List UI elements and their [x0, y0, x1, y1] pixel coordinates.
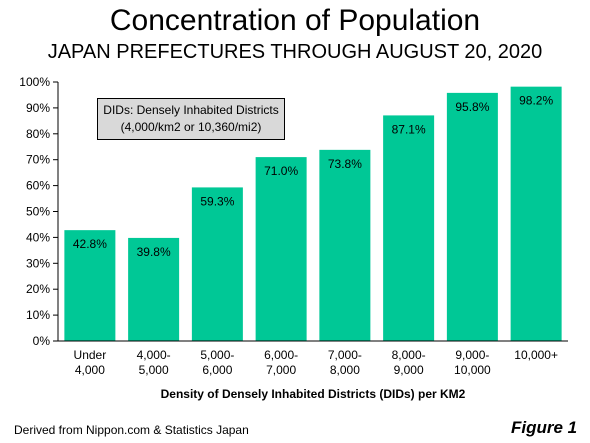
- x-tick-label-line: 6,000-: [264, 348, 298, 362]
- source-note: Derived from Nippon.com & Statistics Jap…: [14, 423, 249, 437]
- bar-data-label: 87.1%: [392, 122, 426, 136]
- x-tick-label: 6,000-7,000: [264, 348, 298, 377]
- x-tick-label-line: 8,000-: [392, 348, 426, 362]
- y-tick-label: 60%: [26, 179, 50, 193]
- bar: [446, 92, 498, 342]
- y-tick-label: 40%: [26, 230, 50, 244]
- bar-data-label: 39.8%: [137, 245, 171, 259]
- x-tick-label-line: Under: [74, 348, 107, 362]
- bar: [319, 149, 371, 341]
- x-tick-label-line: 4,000-: [137, 348, 171, 362]
- bar-data-label: 59.3%: [200, 194, 234, 208]
- bar-data-label: 71.0%: [264, 164, 298, 178]
- x-tick-label: 8,000-9,000: [392, 348, 426, 377]
- bar: [383, 115, 435, 341]
- bar: [510, 86, 562, 341]
- x-tick-label-line: 5,000: [139, 363, 169, 377]
- bar-data-label: 98.2%: [519, 94, 553, 108]
- y-tick-label: 80%: [26, 127, 50, 141]
- x-tick-label-line: 10,000+: [514, 348, 558, 362]
- x-tick-label-line: 5,000-: [200, 348, 234, 362]
- figure-label: Figure 1: [511, 418, 578, 437]
- y-tick-label: 0%: [33, 334, 51, 348]
- bar-data-label: 73.8%: [328, 157, 362, 171]
- x-tick-label-line: 6,000: [202, 363, 232, 377]
- x-tick-label-line: 4,000: [75, 363, 105, 377]
- did-definition-box: DIDs: Densely Inhabited Districts (4,000…: [97, 98, 285, 140]
- x-axis: Under 4,0004,000-5,0005,000-6,0006,000-7,…: [58, 340, 568, 377]
- y-tick-label: 30%: [26, 256, 50, 270]
- x-axis-title: Density of Densely Inhabited Districts (…: [161, 387, 466, 401]
- y-tick-label: 70%: [26, 153, 50, 167]
- x-tick-label: 9,000-10,000: [454, 348, 491, 377]
- x-tick-label: 10,000+: [514, 348, 558, 362]
- bars: 42.8% 39.8% 59.3% 71.0% 73.8% 87.1% 95.8% 98.2%: [64, 86, 562, 342]
- bar: [64, 230, 116, 341]
- y-tick-label: 100%: [19, 75, 50, 89]
- x-tick-label-line: 9,000: [394, 363, 424, 377]
- y-tick-label: 20%: [26, 282, 50, 296]
- x-tick-label-line: 8,000: [330, 363, 360, 377]
- bar-data-label: 95.8%: [455, 100, 489, 114]
- did-definition-line1: DIDs: Densely Inhabited Districts: [103, 103, 279, 117]
- did-definition-line2: (4,000/km2 or 10,360/mi2): [120, 120, 262, 134]
- x-tick-label-line: 10,000: [454, 363, 491, 377]
- bar: [191, 187, 243, 341]
- y-axis: 0% 10% 20% 30% 40% 50% 60% 70% 80% 90% 100%: [19, 75, 59, 348]
- x-tick-label: Under 4,000: [74, 348, 107, 377]
- bar: [128, 237, 180, 341]
- chart-title: Concentration of Population: [109, 4, 481, 37]
- x-tick-label-line: 7,000: [266, 363, 296, 377]
- x-tick-label: 5,000-6,000: [200, 348, 234, 377]
- x-tick-label-line: 9,000-: [455, 348, 489, 362]
- bar: [255, 157, 307, 341]
- bar-data-label: 42.8%: [73, 237, 107, 251]
- y-tick-label: 10%: [26, 308, 50, 322]
- chart-subtitle: JAPAN PREFECTURES THROUGH AUGUST 20, 202…: [47, 41, 543, 63]
- y-tick-label: 90%: [26, 101, 50, 115]
- x-tick-label: 4,000-5,000: [137, 348, 171, 377]
- y-tick-label: 50%: [26, 205, 50, 219]
- x-tick-label-line: 7,000-: [328, 348, 362, 362]
- x-tick-label: 7,000-8,000: [328, 348, 362, 377]
